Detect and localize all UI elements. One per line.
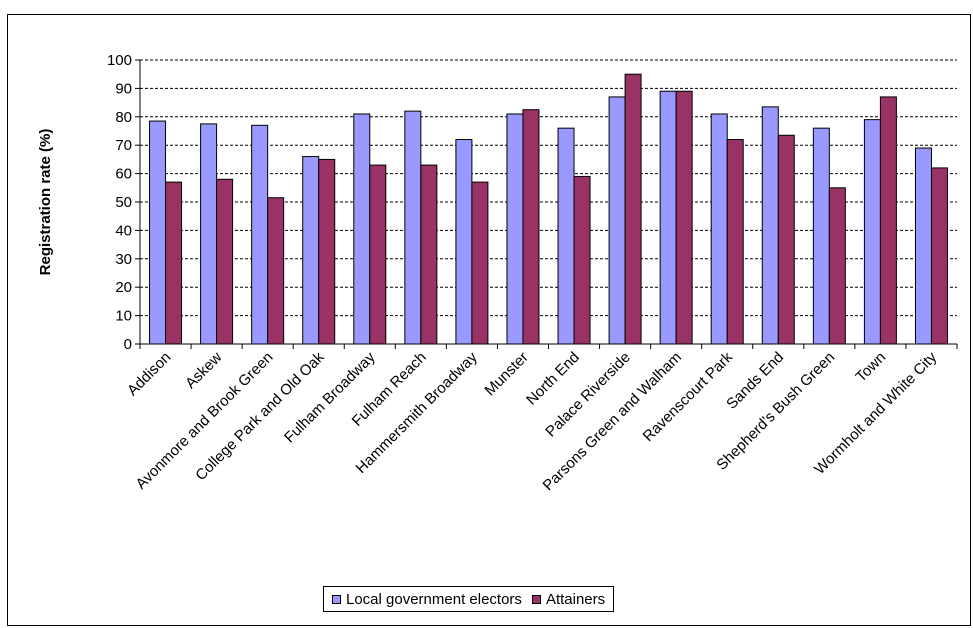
y-tick-label: 10 (115, 308, 132, 325)
bar-attainers-8 (573, 175, 591, 345)
bar-electors-5 (404, 110, 422, 345)
bar-electors-7 (506, 113, 524, 345)
y-axis-title: Registration rate (%) (37, 129, 54, 276)
y-tick-label: 30 (115, 251, 132, 268)
bar-electors-4 (353, 113, 371, 345)
bar-electors-10 (659, 90, 677, 345)
bar-attainers-11 (726, 139, 744, 345)
bar-electors-15 (914, 147, 932, 345)
bar-attainers-12 (777, 134, 795, 345)
bar-attainers-15 (930, 167, 948, 345)
bar-attainers-0 (165, 181, 183, 345)
legend-item-electors: Local government electors (332, 591, 522, 608)
legend: Local government electors Attainers (323, 586, 615, 612)
legend-item-attainers: Attainers (531, 590, 606, 608)
bar-attainers-6 (471, 181, 489, 345)
bar-electors-2 (251, 124, 269, 345)
y-tick-label: 100 (107, 52, 132, 69)
bar-electors-11 (710, 113, 728, 345)
bar-electors-12 (761, 106, 779, 345)
y-tick-label: 0 (124, 336, 132, 353)
y-tick-label: 90 (115, 80, 132, 97)
bar-attainers-1 (216, 178, 234, 345)
y-tick-label: 20 (115, 279, 132, 296)
y-tick-label: 60 (115, 166, 132, 183)
bar-attainers-3 (318, 158, 336, 345)
bar-electors-9 (608, 96, 626, 345)
bar-electors-13 (812, 127, 830, 345)
y-tick-label: 70 (115, 137, 132, 154)
bar-attainers-4 (369, 164, 387, 345)
y-tick-label: 40 (115, 222, 132, 239)
legend-label-electors: Local government electors (346, 590, 522, 608)
y-tick-label: 50 (115, 194, 132, 211)
bar-attainers-7 (522, 109, 540, 345)
bar-attainers-5 (420, 164, 438, 345)
x-tick-label: Fulham Broadway (281, 348, 379, 446)
bar-electors-6 (455, 139, 473, 345)
bar-electors-0 (149, 120, 167, 345)
bar-attainers-13 (828, 187, 846, 345)
bars (149, 73, 948, 345)
bar-attainers-2 (267, 197, 285, 345)
x-tick-label: Addison (124, 349, 174, 399)
bar-electors-14 (863, 119, 881, 345)
bar-attainers-10 (675, 90, 693, 345)
x-tick-label: Ravenscourt Park (640, 348, 737, 445)
y-tick-label: 80 (115, 109, 132, 126)
legend-swatch-attainers (531, 594, 541, 604)
bar-attainers-9 (624, 73, 642, 345)
bar-electors-3 (302, 156, 320, 345)
axes (135, 59, 958, 349)
bar-attainers-14 (879, 96, 897, 345)
x-tick-label: Town (852, 349, 889, 386)
bar-electors-8 (557, 127, 575, 345)
legend-swatch-electors (332, 594, 341, 604)
bar-electors-1 (200, 123, 218, 345)
x-tick-label: Askew (182, 349, 225, 392)
legend-label-attainers: Attainers (545, 590, 606, 608)
x-tick-label: Munster (481, 349, 531, 399)
